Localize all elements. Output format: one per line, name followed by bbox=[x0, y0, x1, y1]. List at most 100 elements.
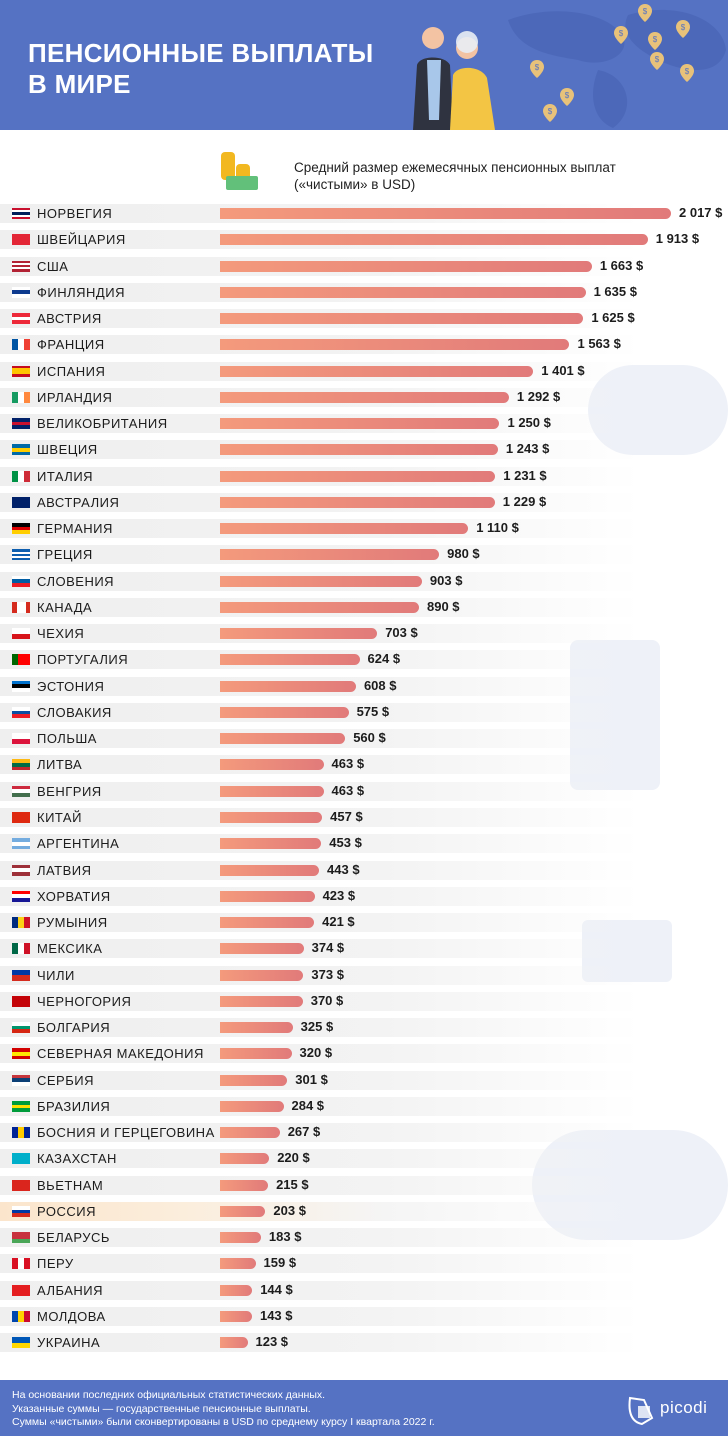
flag-icon bbox=[12, 1337, 30, 1349]
row-background bbox=[0, 1254, 640, 1274]
row-background bbox=[0, 965, 640, 985]
bar bbox=[220, 496, 495, 508]
row-background bbox=[0, 1228, 640, 1248]
bar bbox=[220, 890, 315, 902]
bar-row: КАНАДА 890 $ bbox=[0, 597, 728, 617]
flag-icon bbox=[12, 1284, 30, 1296]
bar-row: АВСТРИЯ 1 625 $ bbox=[0, 309, 728, 329]
footer: На основании последних официальных стати… bbox=[0, 1380, 728, 1436]
row-background bbox=[0, 1018, 640, 1038]
value-label: 608 $ bbox=[363, 677, 397, 693]
country-label: РУМЫНИЯ bbox=[37, 915, 108, 931]
value-label: 560 $ bbox=[353, 730, 386, 746]
row-background bbox=[0, 913, 640, 933]
footnote-line-3: Суммы «чистыми» были сконвертированы в U… bbox=[12, 1416, 435, 1428]
bar-row: ИРЛАНДИЯ 1 292 $ bbox=[0, 387, 728, 407]
flag-icon bbox=[12, 1022, 30, 1034]
country-label: ГЕРМАНИЯ bbox=[37, 521, 113, 537]
bar bbox=[220, 1179, 269, 1191]
value-label: 903 $ bbox=[429, 572, 463, 588]
svg-text:$: $ bbox=[548, 107, 553, 116]
value-label: 301 $ bbox=[295, 1071, 328, 1087]
country-label: ШВЕЦИЯ bbox=[37, 442, 98, 458]
value-label: 463 $ bbox=[331, 782, 365, 798]
bar-row: МОЛДОВА 143 $ bbox=[0, 1306, 728, 1326]
page-title: ПЕНСИОННЫЕ ВЫПЛАТЫ В МИРЕ bbox=[28, 38, 373, 100]
bar-row: СЛОВЕНИЯ 903 $ bbox=[0, 571, 728, 591]
bar-row: СЕВЕРНАЯ МАКЕДОНИЯ 320 $ bbox=[0, 1044, 728, 1064]
value-label: 203 $ bbox=[273, 1202, 306, 1218]
logo-text: picodi bbox=[660, 1398, 708, 1417]
bar bbox=[220, 523, 469, 535]
bar bbox=[220, 260, 592, 272]
dollar-pin-icon: $ bbox=[614, 26, 628, 44]
bar-row: ИТАЛИЯ 1 231 $ bbox=[0, 466, 728, 486]
bar bbox=[220, 286, 586, 298]
country-label: БОЛГАРИЯ bbox=[37, 1020, 111, 1036]
value-label: 443 $ bbox=[327, 861, 360, 877]
svg-text:$: $ bbox=[535, 63, 540, 72]
value-label: 159 $ bbox=[263, 1255, 297, 1271]
bar-row: ФИНЛЯНДИЯ 1 635 $ bbox=[0, 282, 728, 302]
bar-row: ЧИЛИ 373 $ bbox=[0, 965, 728, 985]
bar bbox=[220, 1022, 293, 1034]
flag-icon bbox=[12, 1048, 30, 1060]
bar-row: НОРВЕГИЯ 2 017 $ bbox=[0, 204, 728, 223]
value-label: 1 663 $ bbox=[599, 257, 644, 273]
country-label: СЕВЕРНАЯ МАКЕДОНИЯ bbox=[37, 1046, 204, 1062]
bar bbox=[220, 313, 584, 325]
row-background bbox=[0, 1306, 640, 1326]
value-label: 374 $ bbox=[311, 940, 345, 956]
flag-icon bbox=[12, 234, 30, 246]
value-label: 421 $ bbox=[322, 914, 355, 930]
country-label: США bbox=[37, 258, 69, 274]
value-label: 284 $ bbox=[291, 1097, 325, 1113]
bar-row: ЭСТОНИЯ 608 $ bbox=[0, 676, 728, 696]
flag-icon bbox=[12, 1127, 30, 1139]
value-label: 1 913 $ bbox=[655, 231, 700, 247]
bar-row: КИТАЙ 457 $ bbox=[0, 807, 728, 827]
row-background bbox=[0, 1096, 640, 1116]
value-label: 1 292 $ bbox=[516, 388, 561, 404]
country-label: ВЕЛИКОБРИТАНИЯ bbox=[37, 416, 168, 432]
flag-icon bbox=[12, 260, 30, 272]
elderly-couple-illustration bbox=[413, 27, 495, 130]
flag-icon bbox=[12, 1205, 30, 1217]
country-label: ПОРТУГАЛИЯ bbox=[37, 652, 129, 668]
flag-icon bbox=[12, 444, 30, 456]
flag-icon bbox=[12, 680, 30, 692]
footnote-line-1: На основании последних официальных стати… bbox=[12, 1389, 326, 1401]
bar bbox=[220, 864, 320, 876]
bar-row: ВЕЛИКОБРИТАНИЯ 1 250 $ bbox=[0, 414, 728, 434]
value-label: 1 563 $ bbox=[577, 336, 621, 352]
flag-icon bbox=[12, 1179, 30, 1191]
bar-row: БРАЗИЛИЯ 284 $ bbox=[0, 1096, 728, 1116]
coins-money-icon bbox=[221, 152, 258, 190]
bar bbox=[220, 1232, 261, 1244]
flag-icon bbox=[12, 733, 30, 745]
country-label: ШВЕЙЦАРИЯ bbox=[37, 232, 126, 248]
flag-icon bbox=[12, 785, 30, 797]
bar bbox=[220, 995, 303, 1007]
bar bbox=[220, 917, 315, 929]
value-label: 320 $ bbox=[299, 1045, 333, 1061]
row-background bbox=[0, 1149, 640, 1169]
bar-row: БОСНИЯ И ГЕРЦЕГОВИНА 267 $ bbox=[0, 1123, 728, 1143]
flag-icon bbox=[12, 523, 30, 535]
chart-title-line-2: («чистыми» в USD) bbox=[294, 177, 416, 192]
bar bbox=[220, 1284, 253, 1296]
country-label: ПЕРУ bbox=[37, 1256, 74, 1272]
bar-row: АВСТРАЛИЯ 1 229 $ bbox=[0, 492, 728, 512]
flag-icon bbox=[12, 208, 30, 219]
flag-icon bbox=[12, 654, 30, 666]
dollar-pin-icon: $ bbox=[648, 32, 662, 50]
row-background bbox=[0, 886, 640, 906]
dollar-pin-icon: $ bbox=[638, 4, 652, 22]
bar-row: ПОРТУГАЛИЯ 624 $ bbox=[0, 650, 728, 670]
row-background bbox=[0, 1123, 640, 1143]
country-label: БОСНИЯ И ГЕРЦЕГОВИНА bbox=[37, 1125, 215, 1141]
row-background bbox=[0, 1201, 640, 1221]
country-label: ИСПАНИЯ bbox=[37, 363, 106, 379]
country-label: СЛОВЕНИЯ bbox=[37, 573, 115, 589]
country-label: ЧЕРНОГОРИЯ bbox=[37, 993, 132, 1009]
